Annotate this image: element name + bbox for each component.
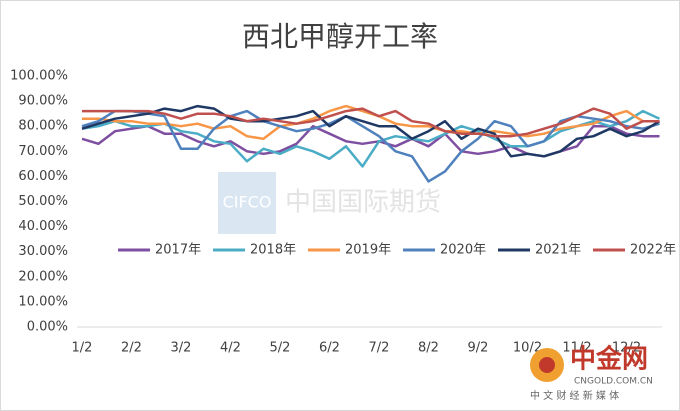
y-tick-label: 60.00% [18, 169, 68, 184]
x-tick-label: 3/2 [171, 341, 192, 356]
watermark: CIFCO [223, 193, 272, 212]
x-tick-label: 10/2 [513, 341, 542, 356]
y-tick-label: 0.00% [27, 320, 68, 335]
watermark: CNGOLD.COM.CN [574, 377, 653, 387]
watermark-box [218, 172, 276, 234]
x-tick-label: 1/2 [72, 341, 93, 356]
x-tick-label: 12/2 [612, 341, 641, 356]
series-line [81, 109, 660, 183]
legend-label: 2022年 [630, 243, 676, 258]
x-tick-label: 2/2 [121, 341, 142, 356]
y-tick-label: 70.00% [18, 144, 68, 159]
series-line [82, 107, 660, 138]
x-tick-label: 8/2 [418, 341, 439, 356]
series-line [81, 109, 661, 168]
y-tick-label: 90.00% [18, 94, 68, 109]
x-tick-label: 5/2 [270, 341, 291, 356]
x-tick-label: 4/2 [220, 341, 241, 356]
y-tick-label: 20.00% [18, 269, 68, 284]
x-tick-label: 9/2 [468, 341, 489, 356]
y-tick-label: 100.00% [10, 69, 68, 84]
legend-label: 2019年 [345, 243, 391, 258]
watermark: 中国国际期货 [285, 188, 441, 218]
y-tick-label: 50.00% [18, 194, 68, 209]
x-tick-label: 7/2 [369, 341, 390, 356]
legend-label: 2017年 [155, 243, 201, 258]
legend-label: 2020年 [440, 243, 486, 258]
y-tick-label: 10.00% [18, 294, 68, 309]
watermark: 中金网 [570, 344, 648, 375]
logo [539, 357, 555, 373]
y-tick-label: 40.00% [18, 219, 68, 234]
y-tick-label: 80.00% [18, 119, 68, 134]
watermark: 中 文 财 经 新 媒 体 [530, 389, 619, 402]
x-tick-label: 11/2 [562, 341, 591, 356]
x-tick-label: 6/2 [319, 341, 340, 356]
legend-label: 2018年 [250, 243, 296, 258]
y-tick-label: 30.00% [18, 244, 68, 259]
series-line [81, 104, 661, 158]
chart-title: 西北甲醇开工率 [242, 20, 438, 53]
legend-label: 2021年 [535, 243, 581, 258]
